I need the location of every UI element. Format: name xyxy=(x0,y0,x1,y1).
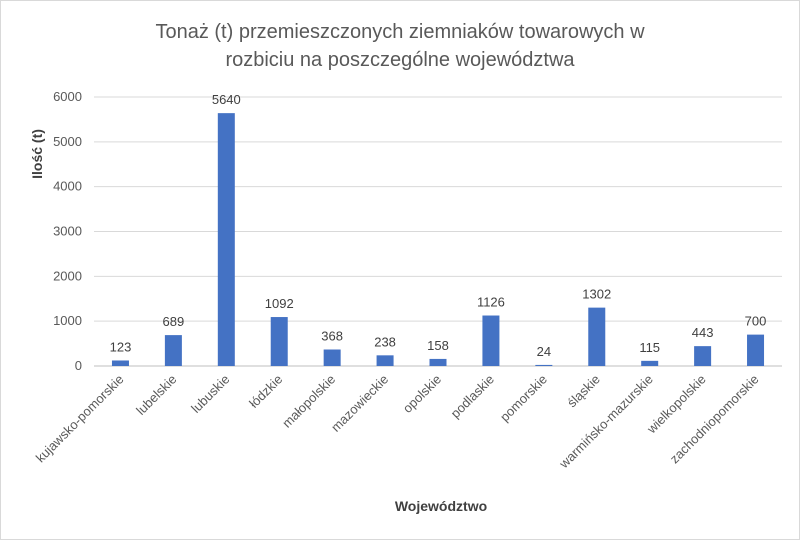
bar xyxy=(111,360,129,366)
data-label: 158 xyxy=(427,338,449,353)
y-tick-label: 4000 xyxy=(53,179,82,194)
bar xyxy=(429,358,447,366)
bar xyxy=(482,315,500,366)
data-label: 238 xyxy=(374,334,396,349)
y-axis-ticks: 0 1000 2000 3000 4000 5000 6000 xyxy=(53,89,82,373)
y-tick-label: 5000 xyxy=(53,134,82,149)
bar xyxy=(694,346,712,366)
data-label: 115 xyxy=(639,340,660,355)
y-tick-label: 0 xyxy=(75,358,82,373)
category-label: lubuskie xyxy=(188,372,232,416)
data-label: 368 xyxy=(321,329,343,344)
chart-title-line-2: rozbiciu na poszczególne województwa xyxy=(225,49,575,71)
y-axis-title: Ilość (t) xyxy=(29,129,45,179)
category-label: łódzkie xyxy=(246,372,285,411)
category-label: opolskie xyxy=(400,372,444,416)
category-label: zachodniopomorskie xyxy=(667,372,762,467)
data-label: 1092 xyxy=(265,296,294,311)
y-tick-label: 6000 xyxy=(53,89,82,104)
gridlines xyxy=(94,96,782,367)
bar xyxy=(747,334,765,366)
x-axis-title: Województwo xyxy=(395,498,487,514)
chart-title-line-1: Tonaż (t) przemieszczonych ziemniaków to… xyxy=(155,21,645,43)
category-label: lubelskie xyxy=(133,372,179,418)
data-label: 5640 xyxy=(212,92,241,107)
bars xyxy=(111,113,765,366)
category-label: warmińsko-mazurskie xyxy=(556,372,656,472)
data-label: 700 xyxy=(745,314,767,329)
data-label: 689 xyxy=(163,314,185,329)
category-label: podlaskie xyxy=(448,372,497,421)
data-label: 1302 xyxy=(582,287,611,302)
y-tick-label: 3000 xyxy=(53,224,82,239)
x-axis-categories: kujawsko-pomorskie lubelskie lubuskie łódzk… xyxy=(33,372,762,472)
bar xyxy=(588,307,606,366)
bar xyxy=(376,355,394,366)
category-label: pomorskie xyxy=(497,372,550,425)
bar xyxy=(164,335,182,366)
bar xyxy=(217,113,235,366)
category-label: śląskie xyxy=(564,372,603,411)
bar xyxy=(323,349,341,366)
category-label: mazowieckie xyxy=(328,372,391,435)
category-label: kujawsko-pomorskie xyxy=(33,372,127,466)
bar xyxy=(641,360,659,366)
bar xyxy=(535,364,553,366)
data-label: 1126 xyxy=(477,295,505,310)
data-label: 123 xyxy=(110,339,132,354)
bar xyxy=(270,317,288,366)
data-label: 443 xyxy=(692,325,714,340)
data-label: 24 xyxy=(537,344,551,359)
y-tick-label: 1000 xyxy=(53,313,82,328)
data-labels: 123 689 5640 1092 368 238 158 1126 24 1302 115 443 7… xyxy=(110,92,767,359)
y-tick-label: 2000 xyxy=(53,268,82,283)
